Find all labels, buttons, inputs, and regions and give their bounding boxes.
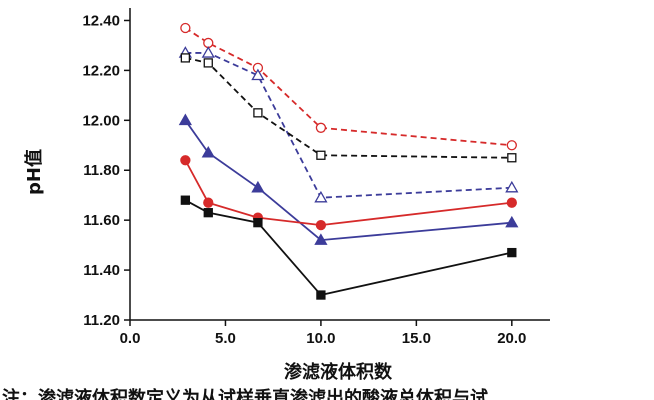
x-tick-label: 5.0 xyxy=(215,330,236,347)
data-point xyxy=(315,122,327,133)
data-point xyxy=(180,22,191,34)
data-point xyxy=(316,150,326,160)
data-point xyxy=(507,153,517,163)
series-square-open xyxy=(180,53,517,163)
series-line xyxy=(184,159,512,227)
series-layer xyxy=(178,22,519,300)
data-point xyxy=(506,140,517,151)
data-point xyxy=(178,113,192,126)
data-point xyxy=(314,190,328,203)
data-point xyxy=(203,208,213,218)
series-circle-filled xyxy=(180,155,517,231)
y-tick-label: 11.20 xyxy=(83,312,120,329)
data-point xyxy=(180,195,191,205)
data-point xyxy=(316,290,326,300)
y-axis-title: pH值 xyxy=(23,149,45,195)
series-square-filled xyxy=(180,195,517,300)
data-point xyxy=(507,247,517,258)
data-point xyxy=(203,37,214,49)
y-ticks: 11.20 11.40 11.60 11.80 12.00 12.20 12.40 xyxy=(82,12,130,329)
data-point xyxy=(251,180,265,193)
y-tick-label: 11.40 xyxy=(83,262,120,279)
series-triangle-open xyxy=(178,46,519,203)
data-point xyxy=(251,68,265,81)
figure-note: 注：渗滤液体积数定义为从试样垂直渗滤出的酸液总体积与试 xyxy=(2,387,488,400)
axes: 0.0 5.0 10.0 15.0 20.0 11.2011.4011.6011.801… xyxy=(82,8,550,347)
data-point xyxy=(253,108,263,118)
data-point xyxy=(180,155,191,166)
x-tick-label: 15.0 xyxy=(402,330,431,347)
data-point xyxy=(506,197,517,208)
data-point xyxy=(314,233,328,245)
data-point xyxy=(505,180,519,193)
y-tick-label: 11.60 xyxy=(83,212,120,229)
data-point xyxy=(315,220,327,231)
data-point xyxy=(203,58,213,68)
x-tick-label: 10.0 xyxy=(306,330,335,347)
data-point xyxy=(253,218,263,228)
series-circle-open xyxy=(180,22,517,151)
series-line xyxy=(184,27,512,147)
x-axis-title: 渗滤液体积数 xyxy=(284,361,393,383)
y-tick-label: 12.20 xyxy=(82,62,120,79)
y-tick-label: 12.00 xyxy=(82,112,120,129)
data-point xyxy=(180,53,191,63)
y-tick-label: 11.80 xyxy=(83,162,120,179)
x-ticks: 0.0 5.0 10.0 15.0 20.0 xyxy=(120,320,526,347)
x-tick-label: 20.0 xyxy=(497,330,526,347)
data-point xyxy=(201,145,215,158)
series-triangle-filled xyxy=(178,113,519,245)
series-line xyxy=(185,52,512,199)
x-tick-label: 0.0 xyxy=(120,330,141,347)
series-line xyxy=(185,57,512,159)
data-point xyxy=(201,46,215,58)
data-point xyxy=(505,215,519,228)
series-line xyxy=(184,199,513,297)
data-point xyxy=(203,197,214,208)
y-tick-label: 12.40 xyxy=(82,12,120,29)
